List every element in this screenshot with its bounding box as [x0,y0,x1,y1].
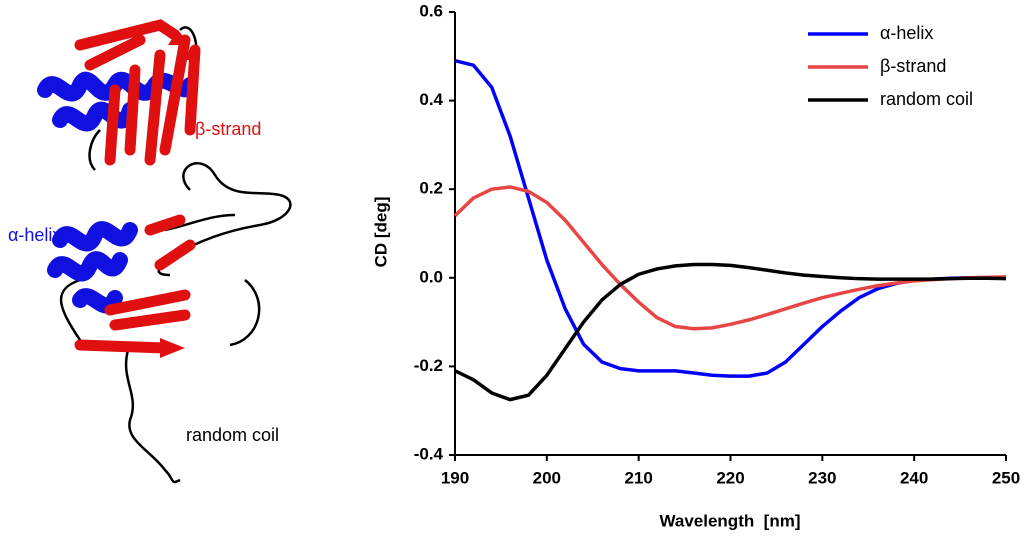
y-tick-label: -0.4 [414,444,444,463]
y-tick-label: -0.2 [414,356,443,375]
y-tick-label: 0.4 [419,90,443,109]
x-tick-label: 200 [533,468,561,487]
y-axis-label: CD [deg] [371,197,390,268]
protein-illustration [37,19,292,484]
x-tick-label: 250 [992,468,1020,487]
y-tick-label: 0.2 [419,179,443,198]
annotation: random coil [186,425,279,445]
annotation: α-helix [8,225,61,245]
x-tick-label: 210 [624,468,652,487]
legend-label: β-strand [880,56,946,76]
series-line [454,262,1007,402]
annotation: β-strand [195,119,261,139]
x-tick-label: 190 [441,468,469,487]
legend-label: α-helix [880,23,933,43]
y-tick-label: 0.6 [419,1,443,20]
x-tick-label: 220 [716,468,744,487]
series-line [453,185,1007,331]
y-tick-label: 0.0 [419,267,443,286]
x-tick-label: 240 [900,468,928,487]
x-axis-label: Wavelength [nm] [659,511,800,530]
x-tick-label: 230 [808,468,836,487]
legend-label: random coil [880,89,973,109]
